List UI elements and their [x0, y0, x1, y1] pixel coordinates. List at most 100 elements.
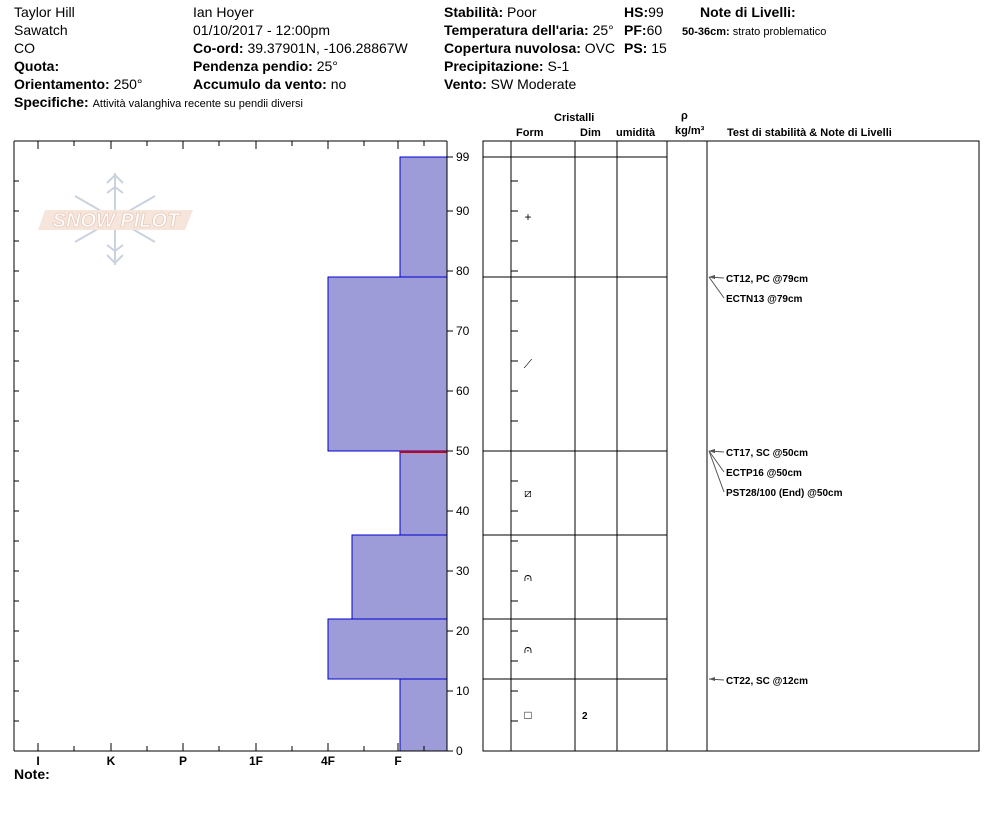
- hardness-layer-bar: [399, 450, 448, 536]
- hardness-tick-label: F: [394, 754, 401, 768]
- layer-notes-heading: Note di Livelli:: [700, 4, 796, 20]
- hardness-layer-bar: [351, 534, 448, 620]
- height-tick-label: 80: [456, 264, 470, 278]
- hardness-tick-label: P: [179, 754, 187, 768]
- crystal-form-symbol: +: [524, 210, 531, 224]
- coord-label: Co-ord:: [193, 40, 244, 56]
- observer-name: Ian Hoyer: [193, 4, 254, 20]
- form-header: Form: [516, 127, 544, 139]
- height-tick-label: 70: [456, 324, 470, 338]
- crystal-size: 2: [582, 711, 588, 722]
- sky-field: Copertura nuvolosa: OVC: [444, 40, 615, 56]
- sky-label: Copertura nuvolosa:: [444, 40, 581, 56]
- height-tick-label: 90: [456, 204, 470, 218]
- pf-field: PF:60: [624, 22, 662, 38]
- logo-text: SNOW PILOT: [53, 210, 181, 232]
- stability-test-label: CT22, SC @12cm: [726, 676, 808, 687]
- wind-loading-label: Accumulo da vento:: [193, 76, 327, 92]
- hardness-layer-bar: [327, 276, 448, 452]
- air-temp-field: Temperatura dell'aria: 25°: [444, 22, 614, 38]
- air-temp-value: 25°: [592, 22, 614, 38]
- height-tick-label: 40: [456, 504, 470, 518]
- elevation-label: Quota:: [14, 58, 60, 74]
- aspect-value: 250°: [113, 76, 143, 92]
- rho-header: ρ: [681, 110, 688, 122]
- test-arrow-head: [709, 677, 715, 681]
- aspect-label: Orientamento:: [14, 76, 110, 92]
- hs-field: HS:99: [624, 4, 664, 20]
- test-pointer-line: [708, 450, 725, 473]
- aspect-field: Orientamento: 250°: [14, 76, 143, 92]
- wind-loading-value: no: [330, 76, 347, 92]
- elevation-field: Quota:: [14, 58, 59, 74]
- crystal-form-symbol: ⩀: [524, 570, 532, 584]
- crystal-form-symbol: □: [524, 708, 531, 722]
- hardness-layer-bar: [399, 678, 448, 752]
- air-temp-label: Temperatura dell'aria:: [444, 22, 589, 38]
- notes-label: Note:: [14, 766, 50, 782]
- stability-test-label: PST28/100 (End) @50cm: [726, 488, 843, 499]
- ps-field: PS: 15: [624, 40, 667, 56]
- crystal-form-symbol: ⧄: [524, 486, 532, 500]
- ps-label: PS:: [624, 40, 648, 56]
- density-unit-header: kg/m³: [675, 125, 705, 137]
- stability-field: Stabilità: Poor: [444, 4, 537, 20]
- stability-test-label: CT17, SC @50cm: [726, 448, 808, 459]
- hardness-layer-bar: [327, 618, 448, 680]
- specifics-label: Specifiche:: [14, 94, 89, 110]
- stability-test-label: ECTN13 @79cm: [726, 294, 803, 305]
- slope-value: 25°: [316, 58, 338, 74]
- hardness-layer-bar: [399, 156, 448, 278]
- tests-header: Test di stabilità & Note di Livelli: [727, 127, 892, 139]
- table-frame: [482, 140, 980, 752]
- test-arrow-head: [709, 275, 715, 279]
- test-pointer-line: [708, 450, 725, 493]
- hardness-tick-label: K: [107, 754, 116, 768]
- state: CO: [14, 40, 35, 56]
- specifics-field: Specifiche: Attività valanghiva recente …: [14, 94, 303, 112]
- layer-table: + ⟋ ⧄ ⩀ ⩀ □ 2: [482, 140, 980, 752]
- precip-field: Precipitazione: S-1: [444, 58, 569, 74]
- specifics-value: Attività valanghiva recente su pendii di…: [92, 98, 303, 110]
- chart-axes: I K P 1F 4F F 0 10 20 30 40 50 60 70 80 90 99: [13, 140, 470, 768]
- height-tick-label: 0: [456, 744, 463, 758]
- hs-value: 99: [648, 4, 664, 20]
- layer-note: 50-36cm: strato problematico: [682, 24, 826, 40]
- slope-field: Pendenza pendio: 25°: [193, 58, 338, 74]
- crystals-header: Cristalli: [554, 112, 595, 124]
- coord-value: 39.37901N, -106.28867W: [247, 40, 408, 56]
- slope-label: Pendenza pendio:: [193, 58, 313, 74]
- wind-value: SW Moderate: [490, 76, 577, 92]
- moisture-header: umidità: [616, 127, 656, 139]
- stability-tests: CT22, SC @12cm CT17, SC @50cm ECTP16 @50cm…: [708, 274, 843, 687]
- height-tick-label: 99: [456, 150, 470, 164]
- stability-test-label: CT12, PC @79cm: [726, 274, 808, 285]
- ps-value: 15: [651, 40, 667, 56]
- wind-label: Vento:: [444, 76, 487, 92]
- sky-value: OVC: [584, 40, 616, 56]
- height-tick-label: 10: [456, 684, 470, 698]
- coord-field: Co-ord: 39.37901N, -106.28867W: [193, 40, 408, 56]
- stability-label: Stabilità:: [444, 4, 504, 20]
- observation-datetime: 01/10/2017 - 12:00pm: [193, 22, 330, 38]
- crystal-form-symbol: ⟋: [524, 357, 533, 371]
- hs-label: HS:: [624, 4, 649, 20]
- precip-label: Precipitazione:: [444, 58, 544, 74]
- height-tick-label: 30: [456, 564, 470, 578]
- size-header: Dim: [580, 127, 601, 139]
- crystal-form-symbol: ⩀: [524, 642, 532, 656]
- site-name: Taylor Hill: [14, 4, 75, 20]
- mountain-range: Sawatch: [14, 22, 68, 38]
- wind-loading-field: Accumulo da vento: no: [193, 76, 346, 92]
- hardness-tick-label: 1F: [249, 754, 263, 768]
- height-tick-label: 20: [456, 624, 470, 638]
- precip-value: S-1: [547, 58, 570, 74]
- height-tick-label: 50: [456, 444, 470, 458]
- stability-value: Poor: [507, 4, 537, 20]
- snowpilot-logo: SNOW PILOT: [38, 173, 193, 265]
- hardness-profile: [327, 156, 448, 752]
- stability-test-label: ECTP16 @50cm: [726, 468, 802, 479]
- wind-field: Vento: SW Moderate: [444, 76, 576, 92]
- test-pointer-line: [708, 276, 725, 299]
